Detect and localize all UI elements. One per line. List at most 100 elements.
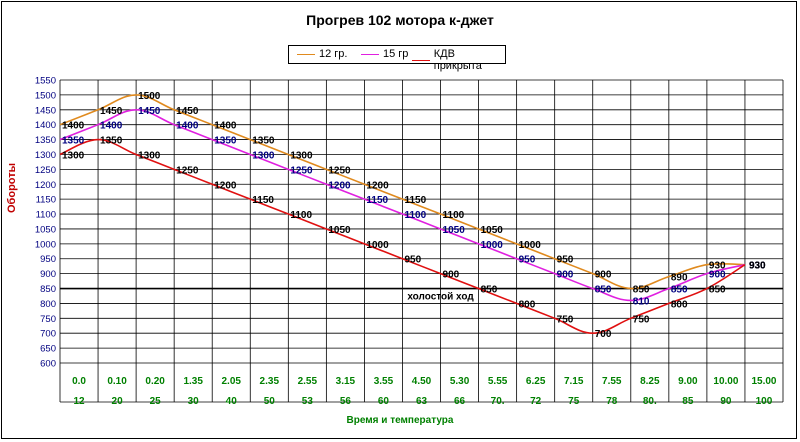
series-12-line [59,94,745,290]
series-15-data-label: 1300 [252,150,275,161]
legend-label-12: 12 гр. [319,48,348,60]
series-kdv-data-label: 850 [709,285,726,296]
series-12-data-label: 930 [709,261,726,272]
x-tick-temp: 30 [188,396,200,407]
series-kdv-data-label: 1000 [366,240,389,251]
x-tick-time: 6.25 [526,376,546,387]
y-tick-label: 700 [40,329,56,340]
series-15-data-label: 1450 [138,106,161,117]
y-tick-label: 850 [40,284,56,295]
series-12-data-label: 1450 [176,106,199,117]
legend-swatch-kdv [412,59,430,61]
x-tick-time: 2.05 [222,376,242,387]
x-tick-temp: 66 [454,396,466,407]
series-15-data-label: 1200 [328,180,351,191]
y-tick-label: 800 [40,299,56,310]
legend: 12 гр. 15 гр КДВ прикрыта [288,45,506,72]
series-12-data-label: 1500 [138,91,161,102]
legend-item-12: 12 гр. [297,48,347,60]
y-tick-label: 650 [40,344,56,355]
legend-swatch-15 [361,53,379,55]
series-15-data-label: 850 [595,285,612,296]
x-tick-temp: 53 [302,396,314,407]
series-12-data-label: 950 [557,255,574,266]
series-kdv-data-label: 950 [404,255,421,266]
series-15-data-label: 1400 [176,121,199,132]
x-tick-temp: 70. [491,396,505,407]
x-tick-temp: 25 [150,396,162,407]
series-15-data-label: 1400 [100,121,123,132]
x-tick-temp: 90 [720,396,732,407]
legend-item-kdv: КДВ прикрыта [412,48,505,72]
y-tick-label: 1550 [35,76,56,87]
series-12-data-label: 850 [633,285,650,296]
series-kdv-data-label: 1050 [328,225,351,236]
series-12-data-label: 890 [671,273,688,284]
series-kdv-data-label: 750 [557,314,574,325]
y-tick-label: 1350 [35,135,56,146]
series-15-data-label: 1350 [62,136,85,147]
series-kdv-data-label: 850 [481,285,498,296]
series-15-data-label: 1100 [404,210,426,221]
y-tick-label: 1500 [35,90,56,101]
series-kdv-data-label: 1200 [214,180,237,191]
x-tick-temp: 50 [264,396,276,407]
series-12-data-label: 1450 [100,106,123,117]
x-tick-time: 7.55 [602,376,622,387]
series-kdv-data-label: 700 [595,329,612,340]
y-tick-label: 600 [40,359,56,370]
series-12-data-label: 1200 [366,180,389,191]
x-tick-time: 8.25 [640,376,660,387]
series-12-data-label: 1400 [214,121,237,132]
x-tick-temp: 72 [530,396,542,407]
series-15-data-label: 1150 [366,195,388,206]
legend-label-15: 15 гр [383,48,409,60]
legend-label-kdv: КДВ прикрыта [433,48,482,72]
series-12-data-label: 1100 [443,210,465,221]
series-kdv-data-label: 930 [749,261,766,272]
x-tick-temp: 56 [340,396,352,407]
y-tick-label: 1250 [35,165,56,176]
idle-reference-label: холостой ход [407,292,474,303]
x-tick-time: 1.35 [183,376,203,387]
series-kdv-data-label: 900 [443,270,460,281]
chart-title: Прогрев 102 мотора к-джет [306,12,494,28]
series-kdv-data-label: 750 [633,314,650,325]
x-tick-time: 5.30 [450,376,470,387]
x-tick-time: 2.55 [298,376,318,387]
x-tick-temp: 12 [73,396,85,407]
y-tick-label: 1000 [35,239,56,250]
x-tick-time: 5.55 [488,376,508,387]
series-12-data-label: 1350 [252,136,275,147]
y-tick-label: 1150 [36,195,56,206]
x-tick-temp: 60 [378,396,390,407]
x-tick-time: 0.20 [145,376,165,387]
series-12-data-label: 1300 [290,150,313,161]
legend-swatch-12 [297,53,315,55]
x-tick-time: 15.00 [751,376,776,387]
series-12-data-label: 1050 [481,225,504,236]
x-tick-temp: 100 [756,396,773,407]
series-12-data-label: 1150 [404,195,426,206]
x-tick-temp: 80. [643,396,657,407]
x-tick-time: 3.15 [336,376,356,387]
series-kdv-data-label: 1350 [100,136,123,147]
series-12-data-label: 900 [595,270,612,281]
x-tick-time: 10.00 [713,376,738,387]
series-15-data-label: 1050 [443,225,466,236]
series-15-data-label: 930 [749,261,766,272]
series-15-data-label: 850 [671,285,688,296]
series-kdv-data-label: 800 [519,299,536,310]
series-15-data-label: 1000 [481,240,504,251]
series-15-data-label: 900 [709,270,726,281]
y-tick-label: 950 [40,254,56,265]
series-15-data-label: 1350 [214,136,237,147]
x-tick-temp: 75 [568,396,580,407]
x-tick-temp: 85 [682,396,694,407]
legend-item-15: 15 гр [361,48,408,60]
x-tick-time: 4.50 [412,376,432,387]
series-12-data-label: 930 [749,261,766,272]
series-12-data-label: 1250 [328,165,351,176]
